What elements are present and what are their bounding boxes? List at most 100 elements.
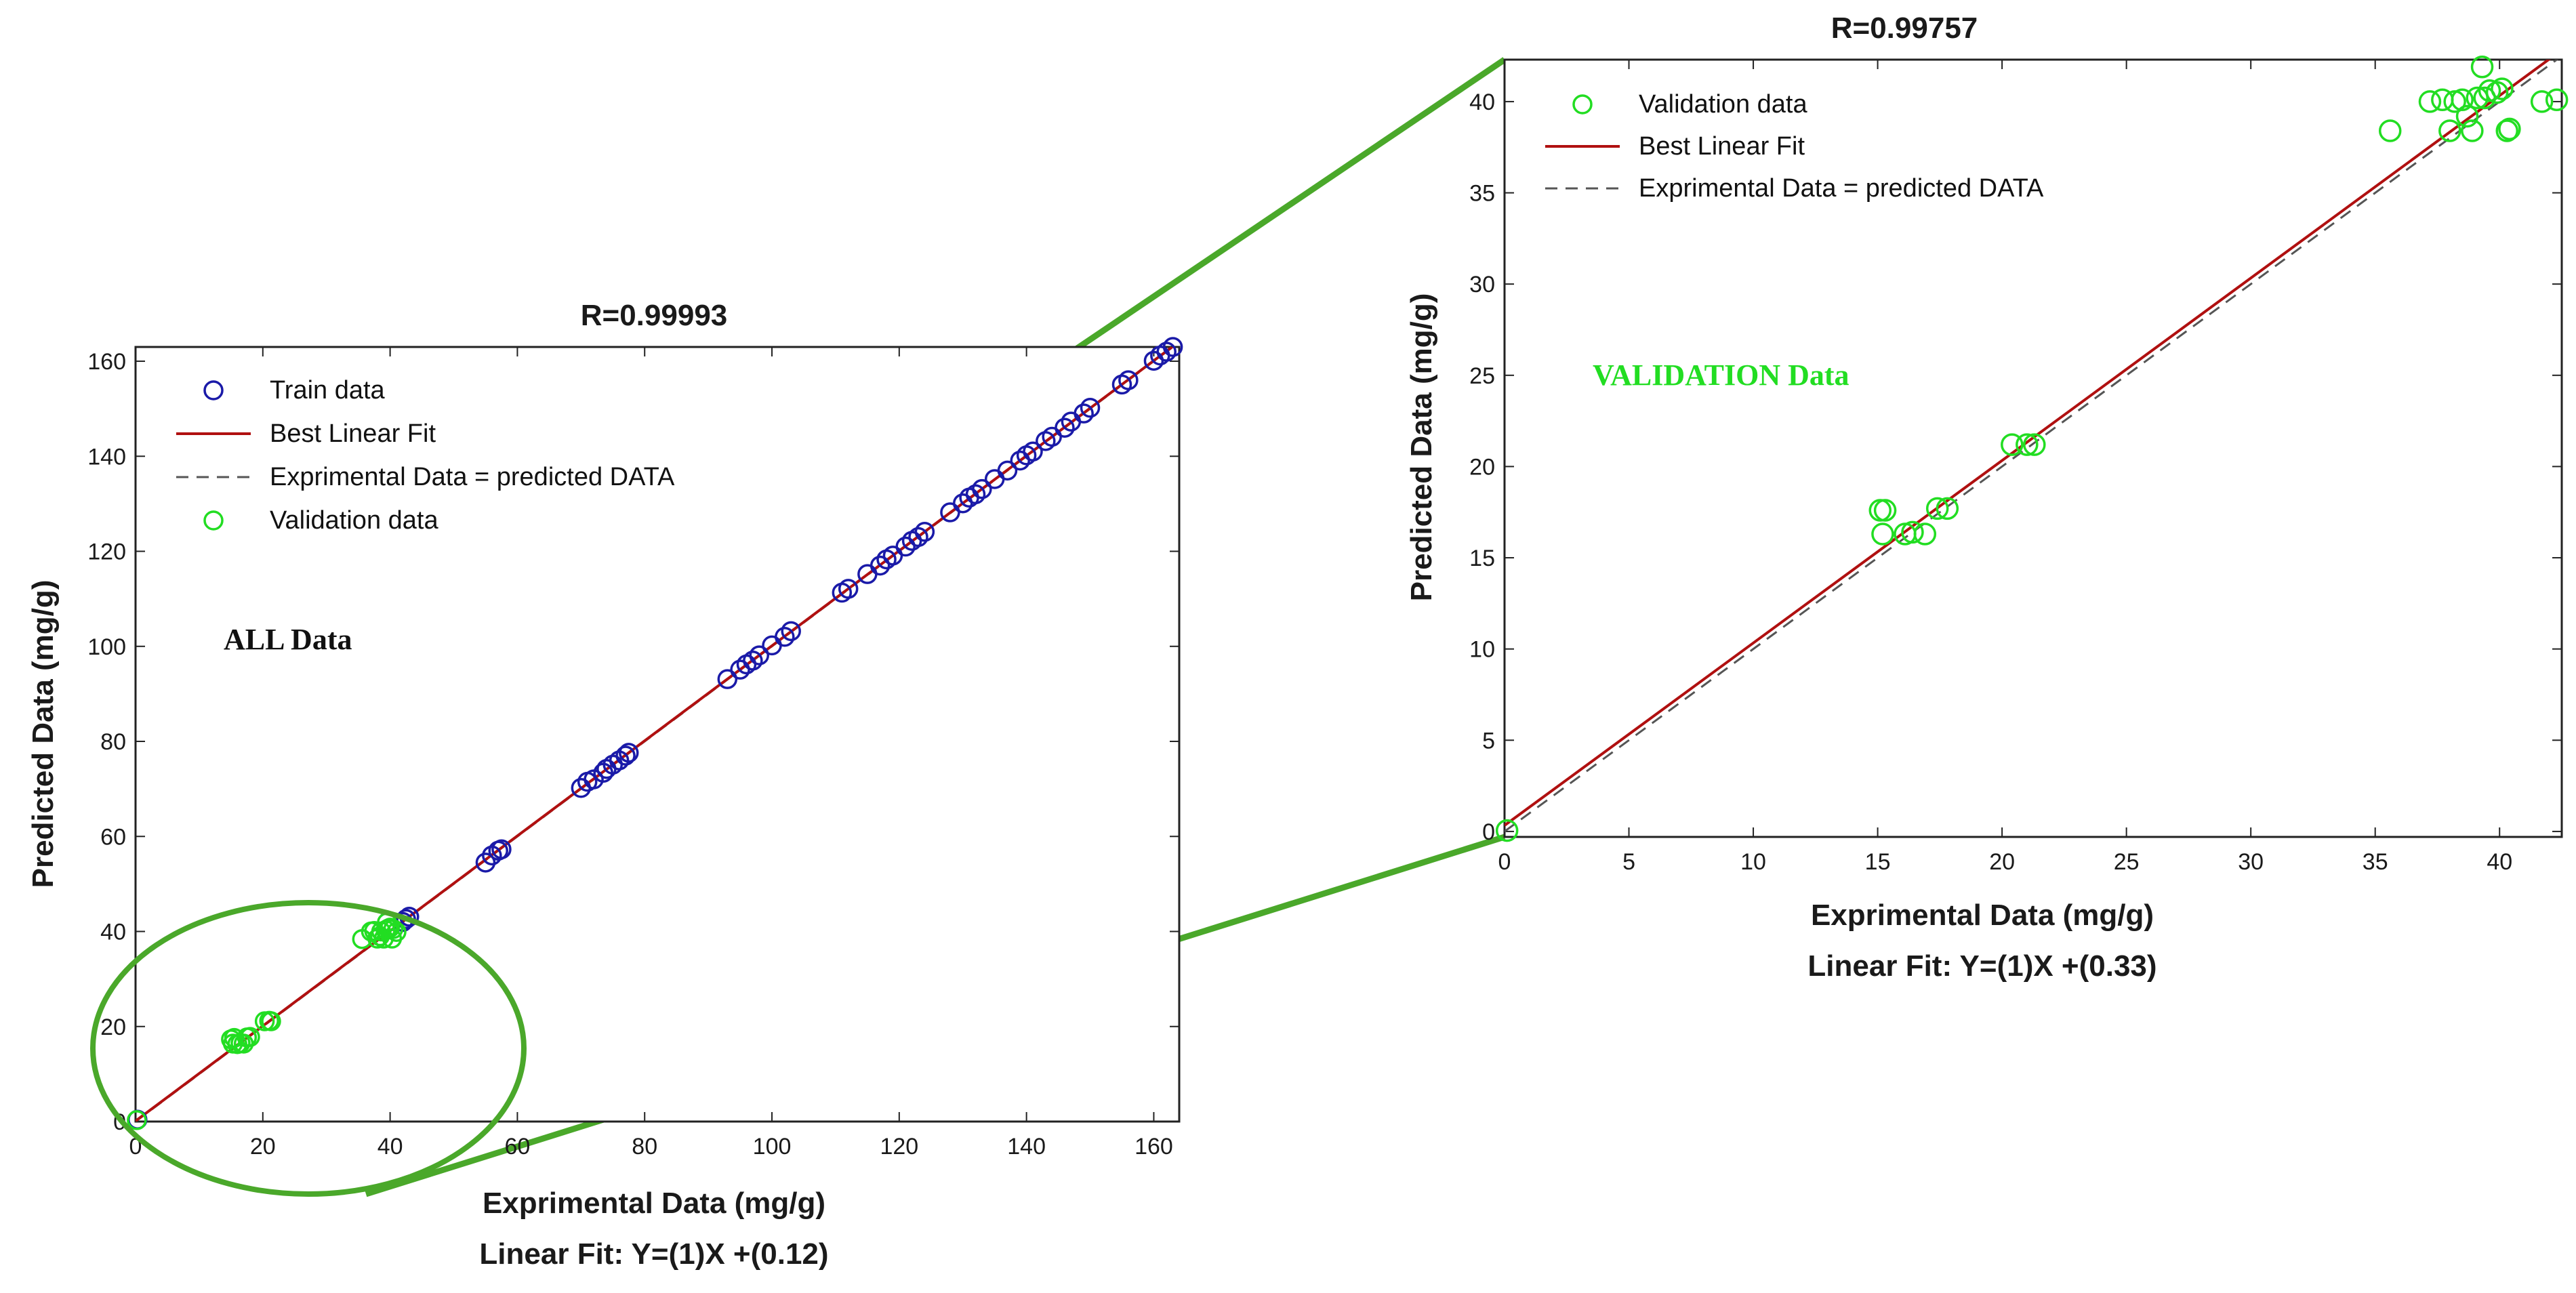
validation-annotation: VALIDATION Data (1593, 358, 1849, 392)
validation-x-tick-label: 0 (1498, 849, 1511, 875)
all-legend-label: Validation data (270, 506, 438, 535)
validation-y-tick-label: 35 (1469, 181, 1495, 207)
validation-validation-point (1925, 497, 1949, 520)
validation-y-tick-label: 40 (1469, 89, 1495, 115)
all-legend-marker (203, 510, 224, 531)
all-x-tick-label: 60 (505, 1134, 531, 1159)
all-train-point (1162, 337, 1183, 357)
all-train-point (615, 745, 636, 766)
all-train-point (838, 579, 859, 599)
all-data-points (127, 337, 1183, 1130)
all-y-tick-label: 40 (100, 920, 126, 945)
all-train-point (491, 839, 512, 859)
all-train-point (1118, 370, 1139, 390)
validation-x-tick-label: 35 (2363, 849, 2388, 875)
validation-linear-fit-caption: Linear Fit: Y=(1)X +(0.33) (1807, 949, 2156, 983)
validation-validation-point (2001, 433, 2024, 456)
validation-x-tick-label: 30 (2238, 849, 2264, 875)
all-validation-point (261, 1011, 281, 1031)
all-annotation: ALL Data (224, 623, 352, 656)
validation-validation-point (1913, 522, 1937, 546)
all-train-point (618, 743, 639, 763)
all-legend-label: Exprimental Data = predicted DATA (270, 463, 675, 491)
validation-x-tick-label: 15 (1865, 849, 1891, 875)
validation-validation-point (1871, 522, 1894, 546)
validation-validation-point (2485, 81, 2509, 104)
validation-y-tick-label: 5 (1482, 728, 1495, 754)
validation-validation-point (2451, 88, 2474, 111)
all-train-point (743, 651, 763, 671)
validation-validation-point (2473, 86, 2496, 110)
validation-validation-point (2378, 119, 2402, 142)
validation-y-tick-label: 30 (1469, 272, 1495, 297)
validation-x-axis-label: Exprimental Data (mg/g) (1811, 899, 2154, 932)
all-y-tick-label: 60 (100, 824, 126, 850)
validation-validation-point (2545, 88, 2569, 111)
validation-validation-point (2418, 90, 2442, 113)
validation-validation-point (1936, 497, 1959, 520)
validation-x-tick-label: 40 (2487, 849, 2512, 875)
all-x-tick-label: 20 (250, 1134, 276, 1159)
validation-y-tick-label: 15 (1469, 546, 1495, 571)
all-train-point (870, 555, 891, 576)
zoom-highlight-ellipse (90, 900, 527, 1197)
validation-validation-point (1495, 819, 1519, 842)
validation-legend-label: Exprimental Data = predicted DATA (1639, 174, 2044, 203)
all-train-point (965, 484, 986, 505)
validation-y-tick-label: 10 (1469, 637, 1495, 663)
all-legend: Train data Best Linear Fit Exprimental Dat… (176, 376, 675, 535)
validation-validation-point (2491, 77, 2514, 100)
all-train-point (1055, 417, 1075, 438)
validation-validation-point (1873, 499, 1897, 522)
all-x-tick-label: 160 (1134, 1134, 1173, 1159)
validation-x-tick-label: 25 (2114, 849, 2140, 875)
validation-ideal-line (1505, 60, 2559, 833)
all-axis-ticks: 0 20 40 60 80 100 120 140 1600204060801001201401… (87, 347, 1179, 1159)
validation-legend-label: Validation data (1639, 90, 1807, 119)
all-data-plot: R=0.99993 0 20 40 60 80 100 120 140 160020406080… (26, 299, 1183, 1271)
all-x-tick-label: 80 (632, 1134, 657, 1159)
all-train-point (972, 478, 992, 499)
validation-validation-point (2016, 433, 2039, 456)
all-train-point (895, 536, 916, 557)
all-validation-point (386, 922, 407, 942)
all-train-point (775, 626, 795, 647)
all-y-tick-label: 80 (100, 729, 126, 755)
validation-validation-point (2470, 56, 2494, 79)
all-train-point (475, 853, 496, 873)
validation-plot-frame (1503, 58, 2563, 838)
all-y-tick-label: 20 (100, 1014, 126, 1040)
validation-validation-point (2023, 433, 2046, 456)
validation-data-points (1495, 56, 2569, 842)
validation-validation-point (1901, 520, 1924, 544)
all-x-tick-label: 140 (1007, 1134, 1046, 1159)
all-train-point (997, 460, 1018, 481)
all-chart-title: R=0.99993 (581, 299, 728, 332)
all-legend-label: Train data (270, 376, 386, 405)
validation-data-plot: R=0.99757 0 5 10 15 20 25 30 35 40 0 5 10 15 20 25 30 35… (1405, 12, 2569, 983)
all-train-point (1156, 342, 1177, 362)
all-plot-frame (134, 346, 1181, 1123)
all-x-tick-label: 100 (753, 1134, 792, 1159)
validation-validation-point (2495, 119, 2518, 142)
all-y-tick-label: 120 (87, 539, 126, 565)
validation-axis-ticks: 0 5 10 15 20 25 30 35 40 0 5 10 15 20 25 30 35 40 (1469, 60, 2562, 875)
validation-validation-point (2461, 119, 2484, 142)
all-legend-marker (203, 380, 224, 401)
validation-legend-marker (1572, 94, 1593, 115)
validation-legend-label: Best Linear Fit (1639, 132, 1805, 161)
all-validation-point (127, 1110, 147, 1130)
validation-validation-point (2498, 117, 2521, 141)
validation-y-tick-label: 0 (1482, 819, 1495, 845)
all-x-axis-label: Exprimental Data (mg/g) (483, 1187, 825, 1220)
all-train-point (781, 621, 801, 642)
all-train-point (908, 527, 928, 548)
validation-x-tick-label: 10 (1740, 849, 1766, 875)
all-y-tick-label: 100 (87, 634, 126, 660)
all-y-tick-label: 160 (87, 349, 126, 375)
all-y-tick-label: 140 (87, 444, 126, 470)
all-fit-lines (136, 347, 1175, 1122)
all-train-point (1023, 441, 1043, 462)
all-best-fit-line (136, 347, 1174, 1122)
